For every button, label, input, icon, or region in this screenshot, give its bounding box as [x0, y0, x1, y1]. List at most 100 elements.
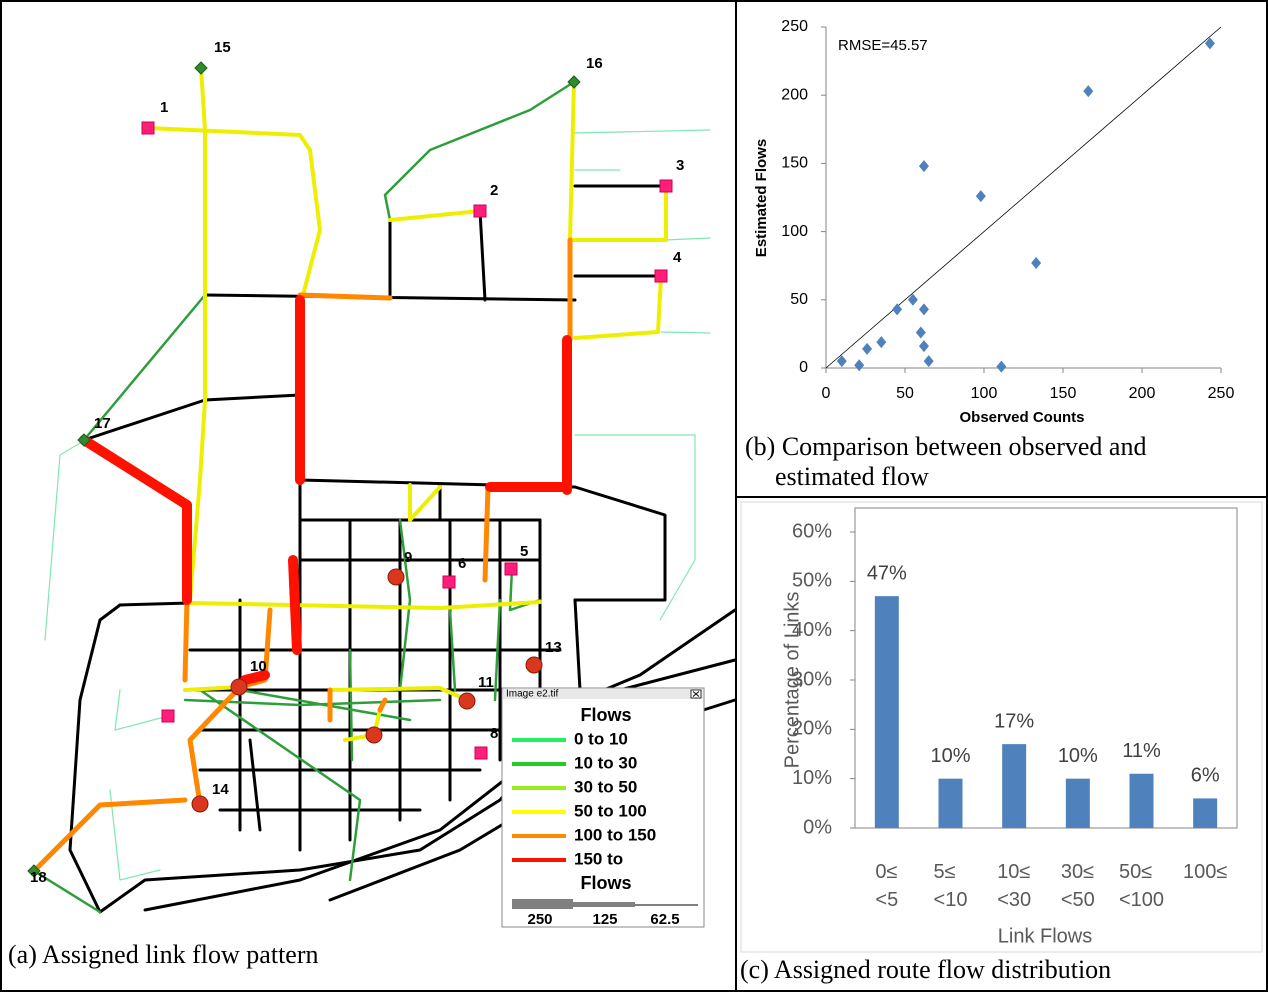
annotation: RMSE=45.57 — [838, 37, 928, 54]
gateway-node — [77, 433, 91, 447]
signal-node — [387, 568, 405, 586]
legend-label: 10 to 30 — [574, 753, 637, 772]
signal-node — [230, 678, 248, 696]
node-label: 3 — [676, 157, 684, 174]
point — [862, 342, 873, 355]
value-label: 6% — [1191, 765, 1220, 787]
node-label: 11 — [478, 674, 494, 691]
value-label: 10% — [1058, 745, 1098, 767]
node-label: 6 — [458, 555, 466, 572]
legend-label: 50 to 100 — [574, 801, 647, 820]
node-label: 2 — [490, 182, 498, 199]
bar — [1065, 778, 1090, 828]
legend-size-title: Flows — [580, 873, 631, 893]
point — [907, 293, 918, 306]
plot-frame — [854, 507, 1238, 829]
y-tick-label: 0 — [799, 359, 808, 376]
value-label: 17% — [994, 710, 1034, 732]
signal-node — [525, 656, 543, 674]
x-tick-label: 150 — [1050, 385, 1077, 402]
bar — [1002, 744, 1027, 828]
node-label: 18 — [30, 869, 47, 886]
node-label: 16 — [586, 55, 603, 72]
value-label: 11% — [1122, 740, 1161, 762]
legend-window-title: Image e2.tif — [506, 689, 558, 700]
zone-node — [654, 269, 668, 283]
zone-node — [161, 709, 175, 723]
legend-label: 30 to 50 — [574, 777, 637, 796]
map-nodes: 15 16 1 2 3 4 17 5 6 9 13 10 11 8 14 18 — [27, 39, 684, 886]
node-label: 4 — [673, 249, 682, 266]
caption: (b) Comparison between observed and esti… — [745, 432, 1147, 491]
point — [923, 355, 934, 368]
caption: (a) Assigned link flow pattern — [8, 940, 319, 969]
x-tick-label: 100≤ — [1182, 861, 1228, 883]
y-tick-label: 250 — [781, 18, 808, 35]
point — [892, 303, 903, 316]
point — [975, 190, 986, 203]
point — [1031, 256, 1042, 269]
point — [876, 336, 887, 349]
gateway-node — [194, 61, 208, 75]
legend-label: 100 to 150 — [574, 825, 656, 844]
x-tick-label: 50≤ <100 — [1118, 861, 1165, 911]
bar — [874, 596, 899, 828]
y-axis-label: Percentage of Links — [781, 592, 803, 769]
bar — [1129, 773, 1154, 828]
signal-node — [458, 692, 476, 710]
point — [915, 326, 926, 339]
y-tick-label: 60% — [792, 520, 832, 542]
value-label: 47% — [867, 562, 907, 584]
y-tick-label: 100 — [781, 223, 808, 240]
node-label: 9 — [404, 549, 412, 566]
reference-line — [825, 26, 1222, 369]
x-tick-label: 0 — [822, 385, 831, 402]
node-label: 8 — [490, 725, 498, 742]
x-tick-label: 30≤ <50 — [1060, 861, 1095, 911]
x-axis-label: Observed Counts — [959, 409, 1084, 426]
point — [1083, 85, 1094, 98]
node-label: 13 — [545, 639, 562, 656]
chart-frame — [740, 501, 1263, 953]
close-icon — [692, 691, 700, 697]
node-label: 10 — [250, 658, 267, 675]
legend-title: Flows — [580, 705, 631, 725]
y-tick-label: 150 — [781, 155, 808, 172]
node-label: 17 — [94, 415, 111, 432]
y-tick-label: 50 — [790, 291, 808, 308]
y-tick-label: 30% — [792, 668, 832, 690]
legend-box — [501, 687, 705, 928]
point — [918, 303, 929, 316]
zone-node — [141, 121, 155, 135]
point — [1204, 37, 1215, 50]
zone-node — [474, 746, 488, 760]
point — [918, 340, 929, 353]
zone-node — [442, 575, 456, 589]
x-axis-label: Link Flows — [998, 925, 1092, 947]
y-tick-label: 10% — [792, 767, 832, 789]
y-axis-label: Estimated Flows — [753, 139, 770, 257]
y-tick-label: 40% — [792, 619, 832, 641]
legend-size-label: 250 — [527, 911, 552, 928]
point — [996, 360, 1007, 373]
caption: (c) Assigned route flow distribution — [740, 955, 1112, 984]
legend-size-bar — [512, 899, 698, 909]
x-tick-label: 200 — [1129, 385, 1156, 402]
point — [836, 355, 847, 368]
node-label: 14 — [212, 781, 229, 798]
node-label: 5 — [520, 543, 528, 560]
y-tick-label: 20% — [792, 718, 832, 740]
gateway-node — [567, 75, 581, 89]
y-tick-label: 50% — [792, 570, 832, 592]
node-label: 15 — [214, 39, 231, 56]
zone-node — [659, 179, 673, 193]
x-tick-label: 100 — [971, 385, 998, 402]
bar — [1193, 798, 1218, 828]
x-tick-label: 5≤ <10 — [933, 861, 968, 911]
legend-label: 150 to — [574, 849, 623, 868]
legend-size-label: 125 — [592, 911, 617, 928]
map-legend: Image e2.tif Flows Flows 0 to 10 10 to 30… — [501, 687, 705, 928]
x-tick-label: 10≤ <30 — [997, 861, 1032, 911]
legend-label: 0 to 10 — [574, 729, 628, 748]
